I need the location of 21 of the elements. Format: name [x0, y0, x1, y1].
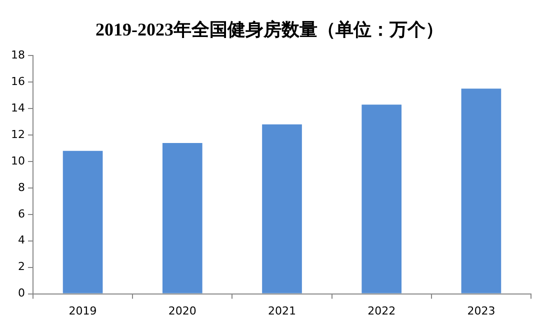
y-tick-label: 6: [18, 207, 25, 220]
bar: [262, 124, 302, 294]
y-tick-label: 16: [10, 74, 25, 88]
y-tick-label: 14: [10, 101, 25, 114]
x-tick-label: 2022: [368, 304, 396, 318]
y-tick-label: 2: [18, 260, 25, 274]
y-tick-label: 18: [10, 48, 25, 62]
x-tick-label: 2019: [68, 304, 97, 318]
bar: [162, 142, 202, 294]
chart-title: 2019-2023年全国健身房数量（单位：万个）: [96, 19, 444, 40]
x-tick-label: 2021: [268, 304, 296, 318]
x-tick-label: 2020: [168, 304, 196, 318]
y-tick-label: 0: [18, 286, 25, 300]
bar: [461, 88, 502, 294]
bar: [362, 104, 402, 294]
bar: [62, 150, 103, 294]
y-tick-label: 12: [10, 128, 25, 141]
y-tick-label: 8: [18, 180, 25, 194]
y-tick-label: 10: [10, 154, 25, 168]
x-tick-label: 2023: [467, 304, 496, 318]
y-tick-label: 4: [18, 234, 25, 247]
